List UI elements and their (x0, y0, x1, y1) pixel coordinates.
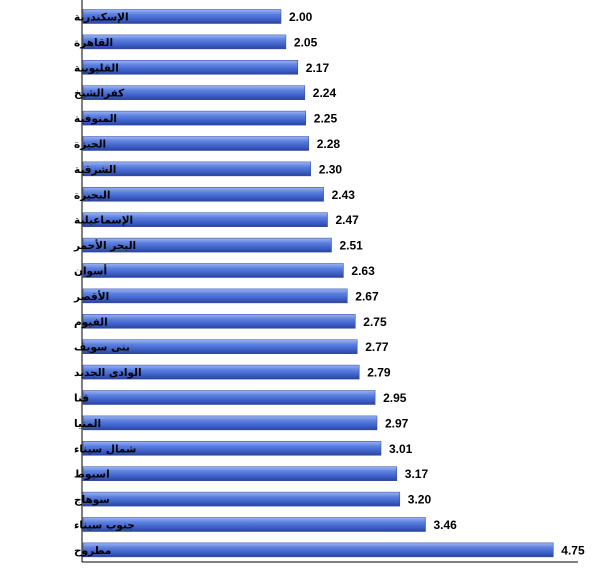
category-label: أسوان (74, 264, 107, 278)
value-label: 2.30 (319, 162, 343, 176)
bar (82, 517, 426, 532)
category-label: البحيرة (74, 189, 110, 201)
category-label: المنيا (74, 418, 101, 430)
category-label: جنوب سيناء (74, 520, 135, 532)
category-label: الجيزة (74, 139, 106, 151)
bar (82, 339, 358, 354)
bar (82, 110, 307, 126)
category-label: الفيوم (74, 316, 108, 328)
bar (82, 237, 332, 253)
value-label: 2.97 (385, 416, 409, 430)
category-label: الشرقية (74, 164, 116, 176)
bar (82, 9, 282, 24)
value-label: 3.01 (389, 442, 413, 456)
bar (82, 85, 306, 100)
category-label: المنوفية (74, 113, 117, 125)
bar (82, 288, 348, 304)
value-label: 2.17 (306, 61, 330, 75)
bar (82, 187, 324, 202)
bar (82, 466, 398, 481)
bar (82, 441, 382, 456)
value-label: 3.20 (408, 493, 432, 507)
category-label: سوهاج (74, 494, 110, 506)
bar (82, 263, 344, 278)
value-label: 2.28 (317, 137, 341, 151)
bar (82, 60, 299, 75)
bar (82, 314, 356, 329)
category-label: القليوبية (74, 62, 119, 74)
value-label: 3.46 (434, 518, 458, 532)
bar (82, 136, 309, 151)
value-label: 2.25 (314, 112, 338, 126)
category-label: شمال سيناء (74, 443, 136, 455)
category-label: الأقصر (73, 290, 109, 303)
bar (82, 34, 287, 50)
bar (82, 491, 401, 507)
bar (82, 212, 328, 227)
value-label: 2.75 (363, 315, 387, 329)
value-label: 2.79 (367, 366, 391, 380)
bar (82, 415, 378, 431)
category-label: الوادى الجديد (74, 367, 142, 379)
bars-group (82, 9, 554, 558)
value-label: 2.63 (351, 264, 375, 278)
category-label: اسيوط (74, 469, 110, 481)
value-label: 2.24 (313, 86, 337, 100)
bar (82, 542, 554, 558)
category-label: الإسكندرية (74, 12, 129, 24)
value-labels: 2.00 2.05 2.17 2.24 2.25 2.28 2.30 2.43 2.47 2.51… (289, 10, 585, 557)
category-labels: الإسكندرية القاهرة القليوبية كفرالشيخ المنوف… (73, 12, 142, 557)
value-label: 2.51 (340, 239, 364, 253)
category-label: بنى سويف (74, 342, 130, 354)
value-label: 2.67 (355, 289, 379, 303)
category-label: الإسماعيلية (74, 215, 133, 227)
value-label: 2.43 (332, 188, 356, 202)
bar (82, 390, 376, 405)
value-label: 2.95 (383, 391, 407, 405)
category-label: مطروح (74, 545, 111, 557)
category-label: البحر الأحمر (73, 239, 136, 252)
category-label: كفرالشيخ (74, 88, 125, 100)
category-label: القاهرة (74, 37, 113, 49)
value-label: 2.05 (294, 35, 318, 49)
value-label: 2.47 (336, 213, 360, 227)
bar (82, 161, 311, 177)
value-label: 2.77 (365, 340, 389, 354)
value-label: 2.00 (289, 10, 313, 24)
value-label: 3.17 (405, 467, 429, 481)
bar (82, 364, 360, 380)
value-label: 4.75 (561, 543, 585, 557)
